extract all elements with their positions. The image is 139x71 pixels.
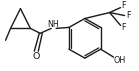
Text: F: F — [126, 11, 131, 20]
Text: OH: OH — [113, 56, 126, 65]
Text: O: O — [33, 52, 40, 61]
Text: F: F — [121, 23, 126, 32]
Text: F: F — [121, 1, 126, 10]
Text: NH: NH — [47, 20, 59, 29]
